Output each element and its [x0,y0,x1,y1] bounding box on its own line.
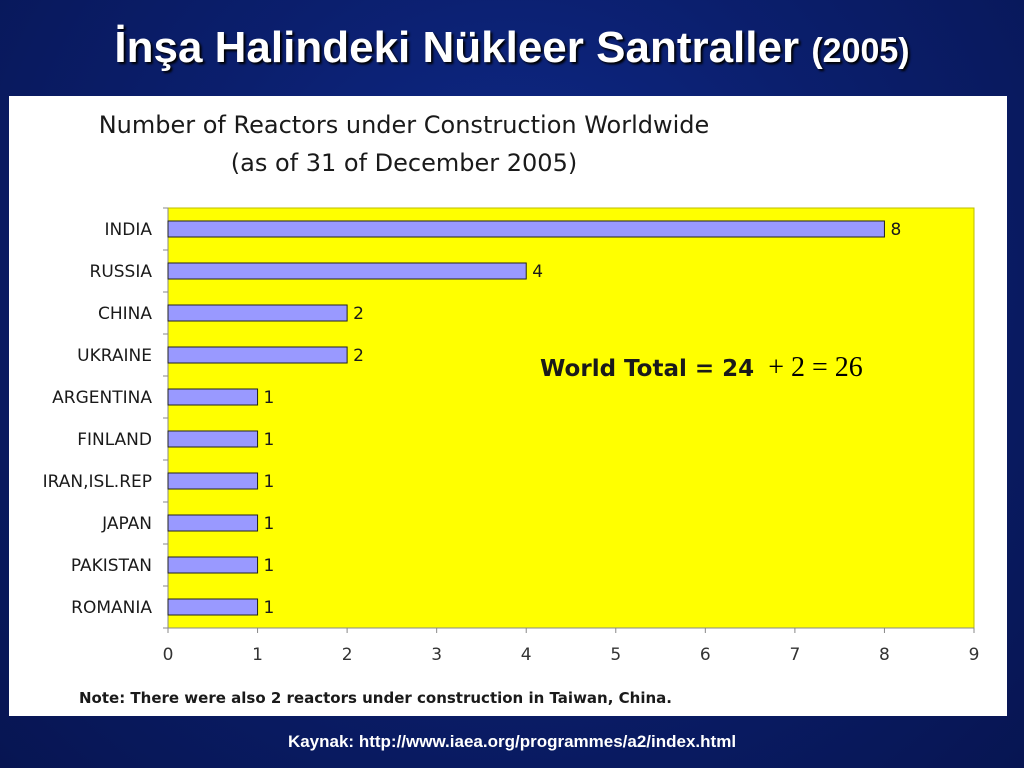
category-label-9: ROMANIA [71,598,152,618]
x-tick-label-7: 7 [789,645,800,665]
bar-india [167,220,885,238]
x-tick-label-0: 0 [163,645,174,665]
bar-ukraine [167,346,348,364]
bar-pakistan [167,556,259,574]
category-label-5: FINLAND [77,430,152,450]
x-tick-label-9: 9 [969,645,980,665]
value-label-2: 2 [353,304,364,324]
source-footer: Kaynak: http://www.iaea.org/programmes/a… [287,732,737,751]
world-total-annotation: World Total = 24 + 2 = 26 [540,352,863,384]
bar-russia [167,262,527,280]
value-label-1: 4 [532,262,543,282]
chart-note: Note: There were also 2 reactors under c… [79,689,672,707]
x-tick-label-6: 6 [700,645,711,665]
x-tick-label-4: 4 [521,645,532,665]
value-label-0: 8 [890,220,901,240]
x-tick-label-2: 2 [342,645,353,665]
value-label-5: 1 [264,430,275,450]
category-label-3: UKRAINE [77,346,152,366]
chart-subtitle: (as of 31 of December 2005) [230,149,578,177]
chart-panel: Number of Reactors under Construction Wo… [9,96,1007,716]
x-tick-label-8: 8 [879,645,890,665]
category-label-4: ARGENTINA [52,388,152,408]
bar-finland [167,430,259,448]
bar-romania [167,598,259,616]
category-label-6: IRAN,ISL.REP [43,472,152,492]
world-total-extra: + 2 = 26 [768,352,863,383]
bar-china [167,304,348,322]
x-tick-label-1: 1 [252,645,263,665]
chart-title-block: Number of Reactors under Construction Wo… [9,106,799,182]
x-tick-label-5: 5 [610,645,621,665]
value-label-3: 2 [353,346,364,366]
category-label-7: JAPAN [101,514,152,534]
category-label-1: RUSSIA [90,262,153,282]
x-tick-label-3: 3 [431,645,442,665]
slide-title: İnşa Halindeki Nükleer Santraller (2005) [0,22,1024,77]
bar-japan [167,514,259,532]
value-label-6: 1 [264,472,275,492]
category-label-0: INDIA [105,220,153,240]
category-label-2: CHINA [98,304,152,324]
value-label-4: 1 [264,388,275,408]
value-label-8: 1 [264,556,275,576]
value-label-7: 1 [264,514,275,534]
bar-argentina [167,388,259,406]
world-total-label: World Total = 24 [540,356,755,382]
slide-title-year: (2005) [811,32,910,70]
slide-title-text: İnşa Halindeki Nükleer Santraller [114,23,800,72]
bar-chart: 0 1 2 3 4 5 6 7 8 9 INDIA 8 RUSSIA 4 CHINA 2 UKRAINE 2 ARG… [43,207,980,665]
chart-title: Number of Reactors under Construction Wo… [98,111,710,139]
value-label-9: 1 [264,598,275,618]
bar-iran-isl-rep [167,472,259,490]
category-label-8: PAKISTAN [71,556,152,576]
